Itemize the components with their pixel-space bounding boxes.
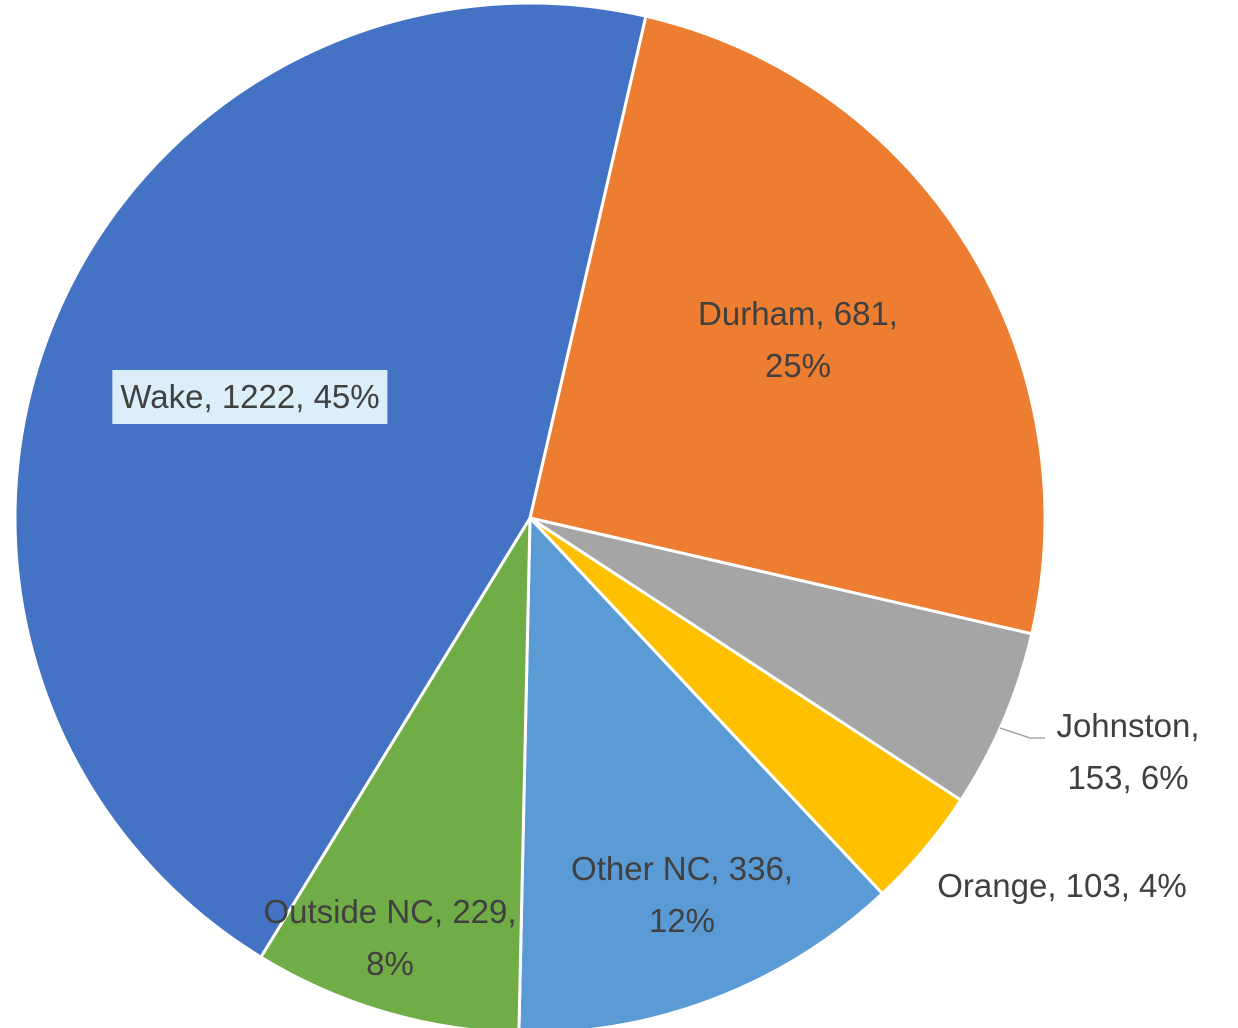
pie-slice (517, 514, 885, 1028)
leader-line (999, 727, 1045, 739)
pie-slice (529, 516, 1034, 803)
data-label: Wake, 1222, 45% (112, 370, 388, 424)
data-label: Orange, 103, 4% (937, 867, 1187, 904)
pie-slice (528, 14, 1047, 636)
data-label: Johnston, 153, 6% (1056, 707, 1200, 796)
data-label: Outside NC, 229, 8% (263, 893, 517, 982)
data-label: Other NC, 336, 12% (571, 850, 793, 939)
pie-slice (258, 512, 532, 1028)
data-label: Durham, 681, 25% (698, 295, 898, 384)
pie-slice (13, 1, 648, 960)
